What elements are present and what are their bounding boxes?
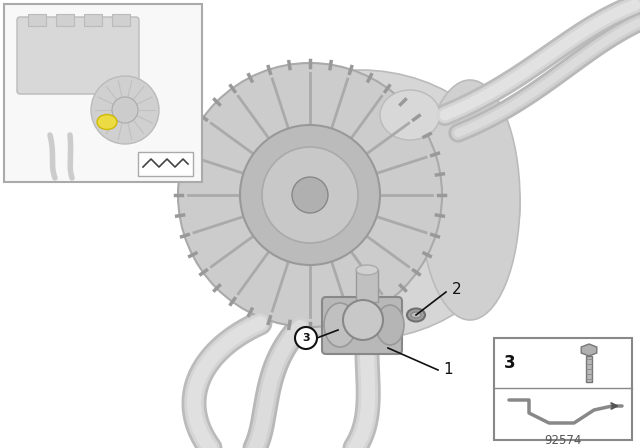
Bar (494, 338, 632, 440)
Circle shape (178, 63, 442, 327)
Ellipse shape (411, 312, 421, 318)
Bar (356, 270, 378, 302)
Text: 3: 3 (302, 333, 310, 343)
Bar (84, 14, 102, 26)
Text: 2: 2 (452, 283, 461, 297)
Circle shape (292, 177, 328, 213)
Ellipse shape (376, 305, 404, 345)
Ellipse shape (407, 309, 425, 322)
Polygon shape (581, 344, 596, 356)
Ellipse shape (97, 115, 117, 129)
Bar (28, 14, 46, 26)
Ellipse shape (356, 265, 378, 275)
Circle shape (343, 300, 383, 340)
Circle shape (112, 97, 138, 123)
Circle shape (295, 327, 317, 349)
Bar (56, 14, 74, 26)
Bar (4, 4, 202, 182)
Bar (586, 356, 592, 382)
Text: 92574: 92574 (544, 435, 582, 448)
Bar (112, 14, 130, 26)
Ellipse shape (324, 303, 356, 347)
Ellipse shape (420, 80, 520, 320)
Ellipse shape (380, 90, 440, 140)
Circle shape (91, 76, 159, 144)
Text: 3: 3 (504, 354, 516, 372)
Bar (138, 152, 193, 176)
Circle shape (240, 125, 380, 265)
FancyBboxPatch shape (17, 17, 139, 94)
Text: 1: 1 (443, 362, 452, 378)
Circle shape (262, 147, 358, 243)
FancyBboxPatch shape (322, 297, 402, 354)
Ellipse shape (200, 70, 520, 340)
